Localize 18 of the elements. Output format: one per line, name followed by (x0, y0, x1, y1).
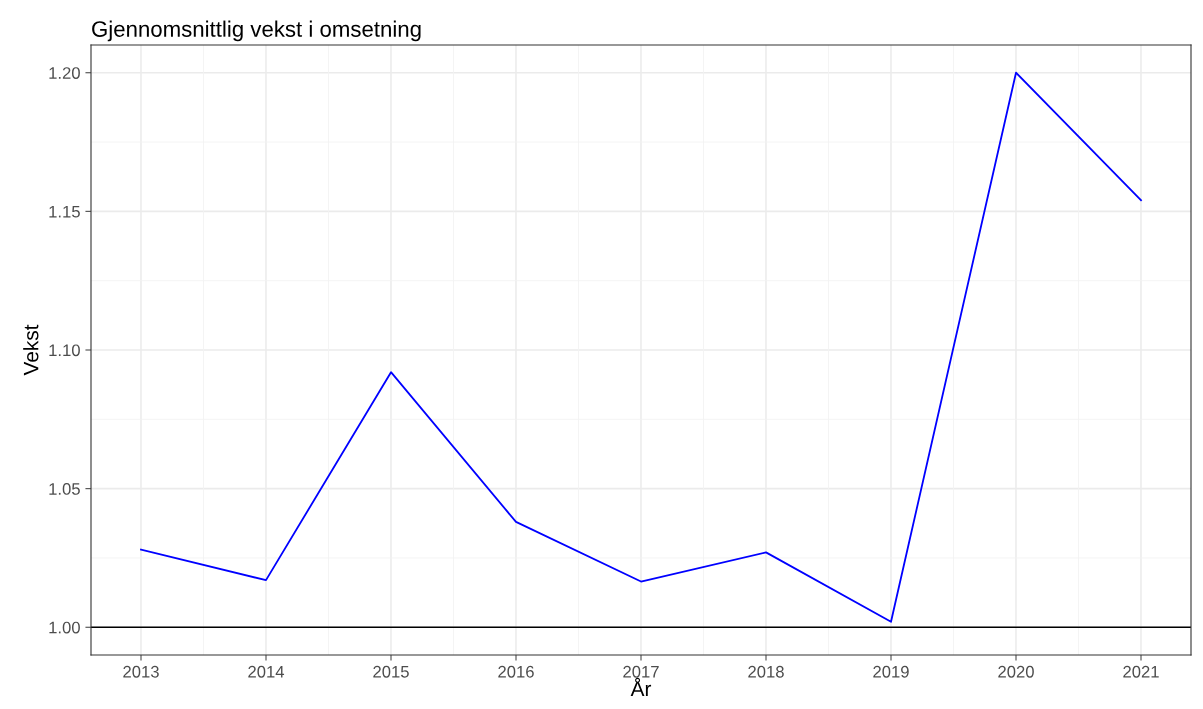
y-tick-label: 1.00 (49, 621, 80, 634)
x-tick-label: 2018 (748, 665, 784, 678)
x-tick-label: 2015 (373, 665, 409, 678)
chart-title: Gjennomsnittlig vekst i omsetning (92, 20, 421, 42)
x-tick-label: 2017 (623, 665, 659, 678)
x-tick-label: 2019 (873, 665, 909, 678)
y-axis-title: Vekst (23, 324, 39, 376)
x-tick-label: 2013 (123, 665, 159, 678)
y-tick-label: 1.05 (49, 483, 80, 495)
x-tick-label: 2021 (1123, 665, 1159, 678)
y-tick-label: 1.20 (49, 67, 80, 79)
line-series (140, 71, 1142, 623)
x-tick-label: 2020 (998, 665, 1034, 678)
y-tick-label: 1.15 (49, 205, 80, 218)
x-tick-label: 2014 (248, 665, 285, 678)
y-tick-label: 1.10 (49, 344, 80, 357)
x-axis-title: År (630, 677, 652, 697)
x-tick-label: 2016 (498, 665, 534, 678)
